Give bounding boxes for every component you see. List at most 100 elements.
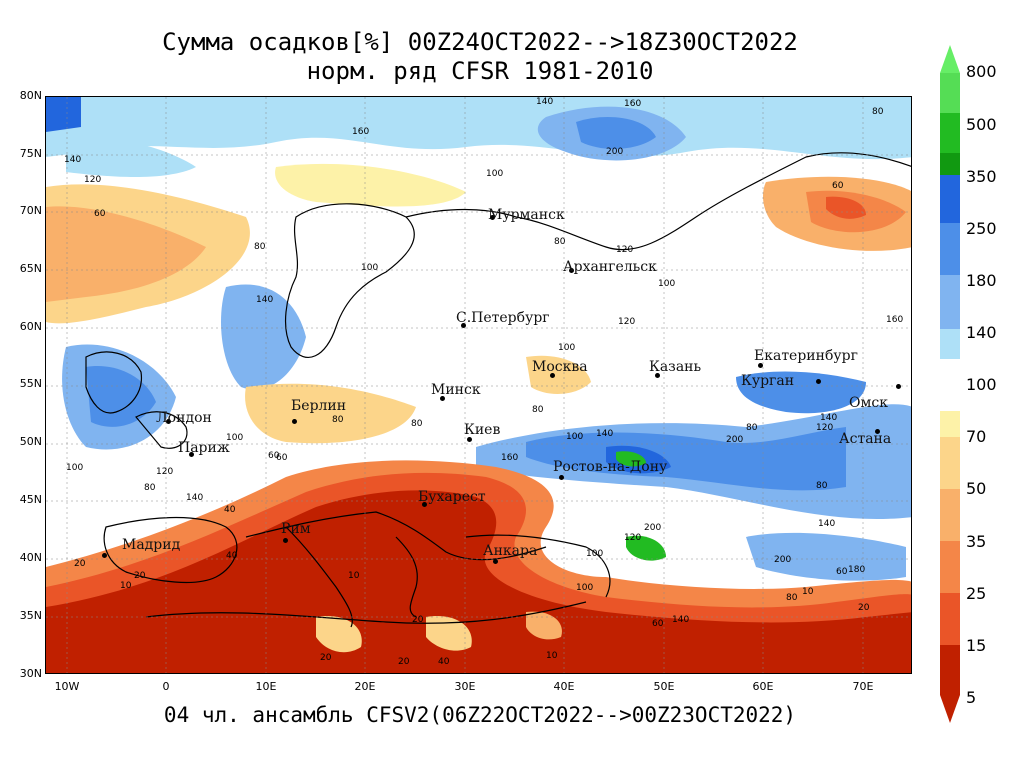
contour-label: 100: [361, 263, 379, 273]
chart-title-line1: Сумма осадков[%] 00Z24OCT2022-->18Z30OCT…: [162, 28, 798, 56]
contour-label: 120: [84, 175, 102, 185]
contour-label: 100: [226, 433, 244, 443]
city-dot: [461, 323, 466, 328]
city-label-london: Лондон: [156, 410, 212, 426]
contour-label: 140: [64, 155, 82, 165]
city-label-kazan: Казань: [649, 359, 702, 375]
map-field: [46, 97, 911, 673]
contour-label: 140: [186, 493, 204, 503]
city-label-moskva: Москва: [532, 359, 588, 375]
city-label-spb: С.Петербург: [456, 310, 550, 326]
contour-label: 10: [546, 651, 558, 661]
contour-label: 80: [532, 405, 544, 415]
contour-label: 20: [74, 559, 86, 569]
contour-label: 10: [348, 571, 360, 581]
city-label-astana: Астана: [839, 431, 892, 447]
city-label-ankara: Анкара: [483, 543, 538, 559]
colorbar-label: 25: [966, 584, 987, 603]
colorbar: [940, 45, 960, 725]
colorbar-label: 70: [966, 427, 987, 446]
city-dot: [816, 379, 821, 384]
colorbar-seg-250: [940, 175, 960, 223]
colorbar-label: 50: [966, 479, 987, 498]
contour-label: 140: [820, 413, 838, 423]
colorbar-seg-350: [940, 153, 960, 175]
contour-label: 80: [411, 419, 423, 429]
colorbar-label: 250: [966, 219, 997, 238]
contour-label: 140: [672, 615, 690, 625]
contour-label: 20: [398, 657, 410, 667]
city-dot: [440, 396, 445, 401]
contour-label: 20: [134, 571, 146, 581]
colorbar-label: 5: [966, 688, 977, 707]
colorbar-seg-25: [940, 541, 960, 593]
contour-label: 100: [66, 463, 84, 473]
contour-label: 140: [256, 295, 274, 305]
lat-label: 80N: [19, 89, 42, 102]
lon-label: 60E: [752, 680, 774, 693]
lon-label: 10W: [54, 680, 80, 693]
city-label-bucharest: Бухарест: [418, 489, 486, 505]
lon-label: 70E: [852, 680, 874, 693]
contour-label: 80: [554, 237, 566, 247]
city-dot: [493, 559, 498, 564]
lon-label: 30E: [454, 680, 476, 693]
city-dot: [550, 373, 555, 378]
colorbar-seg-500: [940, 113, 960, 153]
contour-label: 80: [254, 242, 266, 252]
lat-label: 75N: [19, 147, 42, 160]
colorbar-seg-15: [940, 593, 960, 645]
contour-label: 200: [606, 147, 624, 157]
contour-label: 60: [836, 567, 848, 577]
contour-label: 80: [144, 483, 156, 493]
contour-label: 80: [816, 481, 828, 491]
lon-label: 10E: [255, 680, 277, 693]
contour-label: 20: [320, 653, 332, 663]
contour-label: 120: [624, 533, 642, 543]
contour-label: 140: [596, 429, 614, 439]
colorbar-label: 180: [966, 271, 997, 290]
contour-label: 80: [332, 415, 344, 425]
colorbar-seg-100: [940, 329, 960, 359]
contour-label: 40: [224, 505, 236, 515]
city-dot: [189, 452, 194, 457]
contour-label: 100: [486, 169, 504, 179]
contour-label: 160: [501, 453, 519, 463]
city-dot: [559, 475, 564, 480]
city-dot: [490, 215, 495, 220]
colorbar-label: 140: [966, 323, 997, 342]
colorbar-seg-35: [940, 489, 960, 541]
contour-label: 160: [352, 127, 370, 137]
city-dot: [166, 419, 171, 424]
colorbar-seg-5: [940, 645, 960, 695]
city-label-madrid: Мадрид: [122, 537, 181, 553]
contour-label: 200: [644, 523, 662, 533]
contour-label: 100: [658, 279, 676, 289]
city-label-omsk: Омск: [849, 395, 888, 411]
contour-label: 120: [618, 317, 636, 327]
colorbar-label: 800: [966, 62, 997, 81]
contour-label: 100: [586, 549, 604, 559]
lon-label: 20E: [354, 680, 376, 693]
city-label-kiev: Киев: [464, 422, 501, 438]
city-label-arkhangelsk: Архангельск: [563, 259, 657, 275]
contour-label: 160: [624, 99, 642, 109]
contour-label: 100: [576, 583, 594, 593]
contour-label: 60: [94, 209, 106, 219]
precipitation-map: Мурманск Архангельск С.Петербург Москва …: [45, 96, 912, 674]
ensemble-footer: 04 чл. ансамбль CFSV2(06Z22OCT2022-->00Z…: [163, 703, 797, 727]
contour-label: 60: [268, 451, 280, 461]
contour-label: 120: [156, 467, 174, 477]
contour-label: 20: [858, 603, 870, 613]
contour-label: 160: [886, 315, 904, 325]
colorbar-seg-50: [940, 437, 960, 489]
lat-label: 60N: [19, 320, 42, 333]
city-label-rim: Рим: [281, 521, 311, 537]
contour-label: 10: [802, 587, 814, 597]
colorbar-label: 35: [966, 532, 987, 551]
colorbar-seg-180: [940, 223, 960, 275]
colorbar-label: 500: [966, 115, 997, 134]
contour-label: 140: [818, 519, 836, 529]
city-label-paris: Париж: [178, 440, 230, 456]
city-dot: [875, 429, 880, 434]
